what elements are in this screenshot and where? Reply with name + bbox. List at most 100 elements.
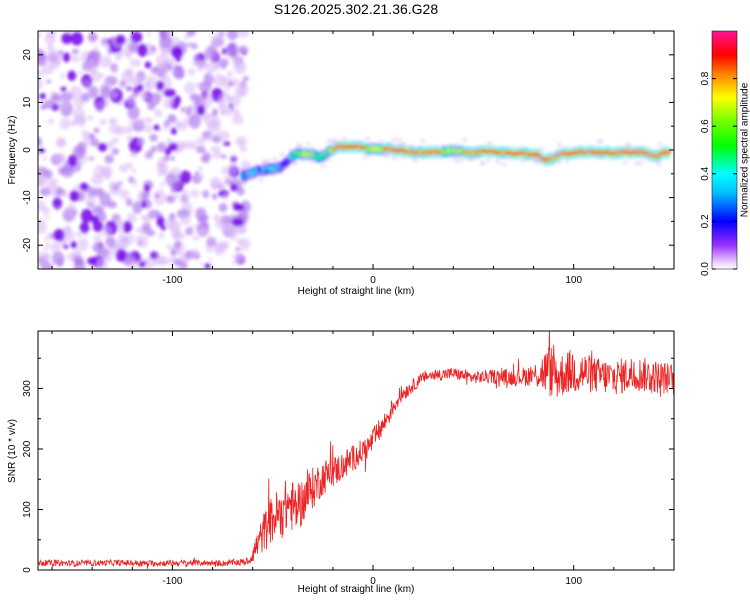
noise-blob xyxy=(146,88,151,94)
noise-blob xyxy=(55,187,65,196)
noise-blob xyxy=(155,54,169,67)
noise-blob xyxy=(163,98,173,109)
ridge-halo xyxy=(326,138,332,143)
noise-blob xyxy=(200,191,205,196)
noise-blob xyxy=(165,172,176,186)
noise-blob xyxy=(40,206,51,215)
noise-blob xyxy=(126,125,133,134)
noise-blob xyxy=(69,209,77,217)
noise-blob xyxy=(125,86,131,91)
noise-blob xyxy=(85,195,96,208)
ridge-halo xyxy=(535,159,541,164)
noise-blob xyxy=(233,158,238,163)
noise-blob xyxy=(218,202,228,213)
noise-blob xyxy=(217,94,231,104)
noise-blob xyxy=(235,108,239,113)
noise-blob xyxy=(138,261,146,268)
noise-blob xyxy=(126,94,137,106)
noise-blob xyxy=(39,187,51,197)
noise-blob xyxy=(223,176,233,183)
noise-blob xyxy=(104,154,114,164)
noise-blob xyxy=(109,184,123,196)
ridge-halo xyxy=(272,157,277,162)
noise-blob xyxy=(88,156,95,161)
noise-blob xyxy=(72,145,85,160)
noise-blob xyxy=(192,235,200,242)
noise-blob xyxy=(122,168,127,173)
noise-blob xyxy=(117,51,123,58)
noise-blob xyxy=(183,34,190,40)
snr-frame xyxy=(37,330,675,571)
x-tick-label: -100 xyxy=(162,275,182,286)
ridge-halo xyxy=(368,142,374,147)
noise-blob xyxy=(168,114,177,123)
noise-blob xyxy=(144,61,152,69)
noise-blob xyxy=(60,86,67,92)
noise-blob xyxy=(39,92,46,100)
noise-blob xyxy=(47,44,53,49)
ridge-halo xyxy=(555,149,561,154)
colorbar-tick-label: 0.4 xyxy=(700,166,711,180)
noise-blob xyxy=(168,212,176,221)
noise-blob xyxy=(227,42,238,57)
ridge-halo xyxy=(320,164,326,168)
noise-blob xyxy=(136,235,149,248)
noise-blob xyxy=(128,120,134,125)
noise-blob xyxy=(67,154,78,167)
ridge-halo xyxy=(441,144,447,149)
ridge-halo xyxy=(453,158,459,163)
colorbar: 0.0 0.2 0.4 0.6 0.8 Normalized spectral ampl… xyxy=(700,30,750,276)
noise-blob xyxy=(126,198,133,207)
noise-blob xyxy=(53,228,65,242)
ridge-halo xyxy=(384,154,390,159)
ridge-halo xyxy=(245,170,251,175)
ridge-halo xyxy=(337,147,343,152)
ridge-halo xyxy=(304,156,310,160)
y-tick-label: -10 xyxy=(22,190,33,205)
noise-blob xyxy=(196,146,206,154)
noise-blob xyxy=(170,155,176,161)
ridge-halo xyxy=(308,152,314,156)
noise-blob xyxy=(70,31,84,46)
noise-blob xyxy=(164,120,170,126)
noise-blob xyxy=(232,253,244,262)
noise-blob xyxy=(179,170,192,184)
ridge-halo xyxy=(572,146,577,151)
noise-blob xyxy=(73,97,85,108)
noise-blob xyxy=(129,58,142,68)
noise-blob xyxy=(202,152,211,160)
ridge-halo xyxy=(293,160,298,165)
noise-blob xyxy=(38,153,41,157)
ridge-halo xyxy=(409,144,415,149)
snr-x-ticks: -100 0 100 xyxy=(51,331,655,587)
ridge-halo xyxy=(599,153,605,158)
noise-blob xyxy=(63,231,75,242)
noise-blob xyxy=(111,137,120,144)
noise-blob xyxy=(227,81,234,86)
ridge-halo xyxy=(298,144,304,149)
ridge-halo xyxy=(538,153,544,158)
ridge-halo xyxy=(564,158,570,163)
ridge-halo xyxy=(458,158,464,163)
noise-blob xyxy=(158,232,165,239)
ridge-halo xyxy=(416,151,421,156)
ridge-halo xyxy=(598,139,604,144)
noise-blob xyxy=(77,237,89,251)
ridge-halo xyxy=(364,136,370,141)
noise-blob xyxy=(107,200,117,209)
noise-blob xyxy=(192,61,197,65)
noise-blob xyxy=(107,50,113,55)
noise-blob xyxy=(120,189,130,200)
ridge-halo xyxy=(501,162,507,167)
noise-blob xyxy=(174,240,181,249)
noise-blob xyxy=(38,219,48,234)
noise-blob xyxy=(119,80,126,88)
noise-blob xyxy=(128,42,140,54)
noise-blob xyxy=(191,42,198,50)
noise-blob xyxy=(105,236,116,248)
noise-blob xyxy=(197,65,203,72)
noise-blob xyxy=(185,110,191,116)
noise-blob xyxy=(218,104,224,112)
noise-blob xyxy=(159,163,169,176)
noise-blob xyxy=(141,222,152,233)
